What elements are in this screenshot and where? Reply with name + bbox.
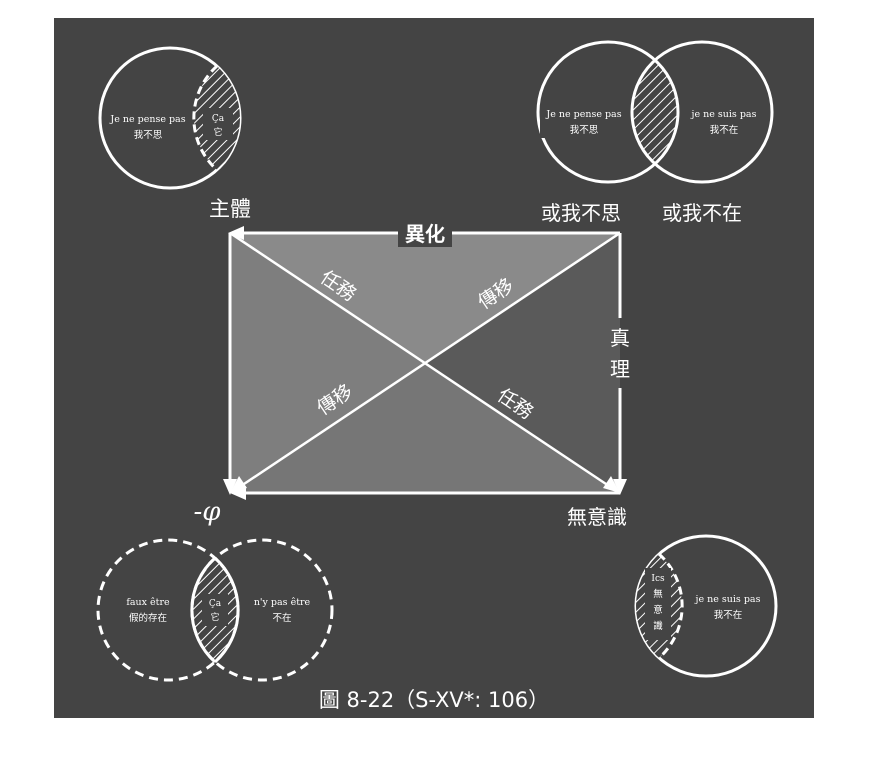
venn-br-right-fr: je ne suis pas xyxy=(695,594,761,605)
arrowhead-left-down xyxy=(223,479,237,495)
venn-br-dashed-arc xyxy=(657,552,684,660)
venn-bl-right-fr: n'y pas être xyxy=(254,597,311,608)
venn-tr-left-circle xyxy=(536,40,680,184)
diagonal-transfer xyxy=(237,231,621,490)
venn-tl-hatched-lens xyxy=(194,48,240,188)
venn-tl-center-fr: Ça xyxy=(212,114,225,124)
venn-tl-center-zh: 它 xyxy=(213,126,222,138)
corner-unconscious: 無意識 xyxy=(567,505,627,529)
corner-or-i-do-not-think: 或我不思 xyxy=(541,201,621,225)
venn-bl-left-zh: 假的存在 xyxy=(129,612,167,624)
lacan-quadrangle-diagram: 異化 真 理 任務 傳移 傳移 任務 主體 -φ 無意識 或我不思 或我不在 J… xyxy=(96,40,778,712)
arrowhead-to-phi xyxy=(230,486,246,500)
venn-br-center-box xyxy=(645,568,671,640)
venn-br-center-4: 識 xyxy=(653,620,663,632)
venn-br-right-zh: 我不在 xyxy=(714,609,743,621)
truth-label-2: 理 xyxy=(610,357,630,381)
venn-br-center-3: 意 xyxy=(653,604,663,616)
diagram-panel: 異化 真 理 任務 傳移 傳移 任務 主體 -φ 無意識 或我不思 或我不在 J… xyxy=(54,18,814,718)
venn-tr-hatched-lens xyxy=(632,42,678,182)
venn-bl-center-fr: Ça xyxy=(209,599,222,609)
alienation-label-box xyxy=(398,221,452,247)
arrowhead-to-subject xyxy=(228,226,244,240)
venn-tr-right-fr: je ne suis pas xyxy=(691,109,757,120)
top-triangle xyxy=(230,233,620,363)
venn-tr-left-box xyxy=(540,104,628,138)
venn-tr-right-circle xyxy=(630,40,774,184)
venn-bl-left-fr: faux être xyxy=(126,597,170,608)
venn-bl-right-circle xyxy=(190,538,334,682)
arrowhead-to-unconscious xyxy=(613,479,627,495)
figure-caption: 圖 8-22（S-XV*: 106） xyxy=(319,688,549,712)
truth-label-1: 真 xyxy=(610,326,630,350)
venn-tl-left-fr: Je ne pense pas xyxy=(109,114,185,125)
venn-bl-lens-left-arc xyxy=(213,556,240,664)
bottom-triangle xyxy=(230,363,620,493)
venn-bottom-left: faux être 假的存在 Ça 它 n'y pas être 不在 xyxy=(96,538,334,682)
venn-bl-center-box xyxy=(202,594,228,626)
venn-bottom-right: Ics 無 意 識 je ne suis pas 我不在 xyxy=(634,534,778,678)
venn-tl-left-zh: 我不思 xyxy=(134,130,163,141)
venn-bl-lens-right-arc xyxy=(190,556,217,664)
venn-top-right: Je ne pense pas 我不思 je ne suis pas 我不在 xyxy=(536,40,774,184)
venn-tr-right-zh: 我不在 xyxy=(710,124,739,136)
arrowhead-diag-transfer xyxy=(230,476,247,493)
venn-tr-left-zh: 我不思 xyxy=(570,125,599,136)
venn-bl-right-zh: 不在 xyxy=(272,612,291,624)
venn-tl-dashed-arc xyxy=(192,64,219,172)
venn-tr-left-fr: Je ne pense pas xyxy=(545,109,621,120)
venn-bl-center-zh: 它 xyxy=(210,611,219,623)
venn-tl-center-box xyxy=(203,108,233,140)
venn-br-center-ics: Ics xyxy=(651,574,665,584)
right-triangle xyxy=(425,233,620,493)
diagonal-task xyxy=(229,231,613,490)
corner-minus-phi: -φ xyxy=(194,497,222,527)
corner-or-i-am-not: 或我不在 xyxy=(662,201,742,225)
alienation-label: 異化 xyxy=(405,222,445,246)
venn-top-left: Je ne pense pas 我不思 Ça 它 xyxy=(98,46,242,190)
venn-br-center-2: 無 xyxy=(653,588,663,600)
arrowhead-diag-task xyxy=(603,476,620,493)
corner-subject: 主體 xyxy=(209,197,251,221)
left-triangle xyxy=(230,233,425,493)
